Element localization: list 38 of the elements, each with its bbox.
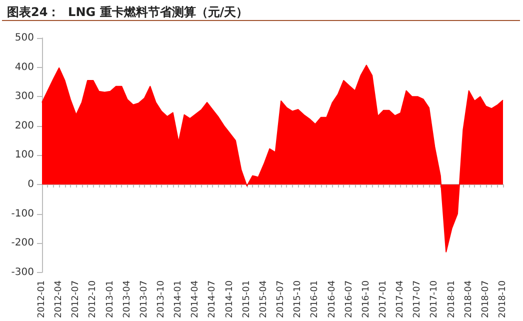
x-tick-label: 2015-10	[293, 280, 304, 318]
x-tick-label: 2016-04	[327, 280, 338, 318]
x-tick-label: 2013-01	[105, 280, 116, 318]
x-tick-label: 2018-10	[498, 280, 508, 318]
x-tick-label: 2013-07	[139, 280, 150, 318]
x-tick-label: 2012-10	[88, 280, 98, 318]
x-tick-label: 2012-07	[71, 280, 82, 318]
x-tick-label: 2018-01	[446, 280, 457, 318]
x-tick-label: 2018-07	[480, 280, 491, 318]
y-tick-label: -300	[11, 266, 34, 278]
x-tick-label: 2014-01	[174, 280, 184, 318]
x-tick-label: 2014-10	[224, 280, 235, 318]
x-tick-label: 2016-07	[344, 280, 354, 318]
x-tick-label: 2017-10	[430, 280, 440, 318]
y-tick-label: 300	[14, 91, 34, 102]
y-tick-label: 100	[14, 150, 34, 161]
x-tick-label: 2016-10	[361, 280, 372, 318]
x-tick-label: 2017-07	[412, 280, 423, 318]
y-tick-label: 500	[14, 32, 34, 44]
x-tick-label: 2014-04	[190, 280, 201, 318]
chart-title: 图表24： LNG 重卡燃料节省测算（元/天）	[7, 5, 248, 19]
x-tick-label: 2012-04	[54, 280, 64, 318]
x-tick-label: 2015-07	[276, 280, 286, 318]
y-tick-label: 0	[28, 178, 34, 190]
y-tick-label: 200	[14, 120, 34, 132]
x-tick-label: 2017-04	[396, 280, 406, 318]
x-tick-label: 2012-01	[37, 280, 47, 318]
x-tick-label: 2015-04	[258, 280, 269, 318]
y-tick-label: 400	[14, 62, 34, 73]
x-tick-label: 2015-01	[242, 280, 252, 318]
x-tick-label: 2017-01	[378, 280, 388, 318]
x-tick-label: 2014-07	[208, 280, 218, 318]
y-tick-label: -200	[11, 238, 34, 249]
y-tick-label: -100	[11, 208, 34, 220]
x-tick-label: 2013-10	[156, 280, 167, 318]
x-tick-label: 2018-04	[464, 280, 474, 318]
x-tick-label: 2016-01	[310, 280, 320, 318]
x-tick-label: 2013-04	[122, 280, 132, 318]
